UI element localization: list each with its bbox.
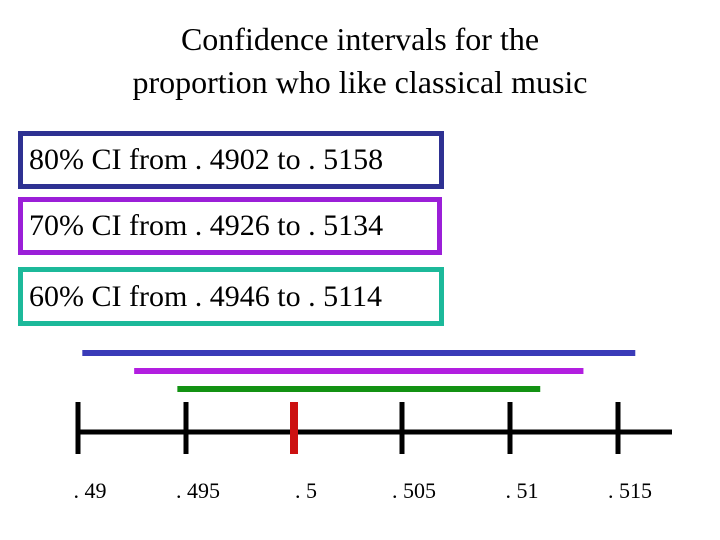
tick-label: . 51 [505,478,539,503]
ci-60-box: 60% CI from . 4946 to . 5114 [18,267,444,326]
tick-label: . 515 [608,478,652,503]
ci-70-label: 70% CI from . 4926 to . 5134 [29,209,384,242]
tick-label: . 5 [295,478,317,503]
axis-ticks [75,402,621,454]
ci-80-label: 80% CI from . 4902 to . 5158 [29,143,384,176]
tick-label: . 505 [392,478,436,503]
ci-80-box: 80% CI from . 4902 to . 5158 [18,131,444,189]
title-line-1: Confidence intervals for the [180,21,540,57]
tick-label: . 49 [73,478,107,503]
title-line-2: proportion who like classical music [132,64,588,100]
tick-label: . 495 [176,478,220,503]
ci-60-label: 60% CI from . 4946 to . 5114 [29,280,383,313]
ci-70-box: 70% CI from . 4926 to . 5134 [18,197,442,255]
diagram-title: Confidence intervals for the proportion … [0,18,720,104]
